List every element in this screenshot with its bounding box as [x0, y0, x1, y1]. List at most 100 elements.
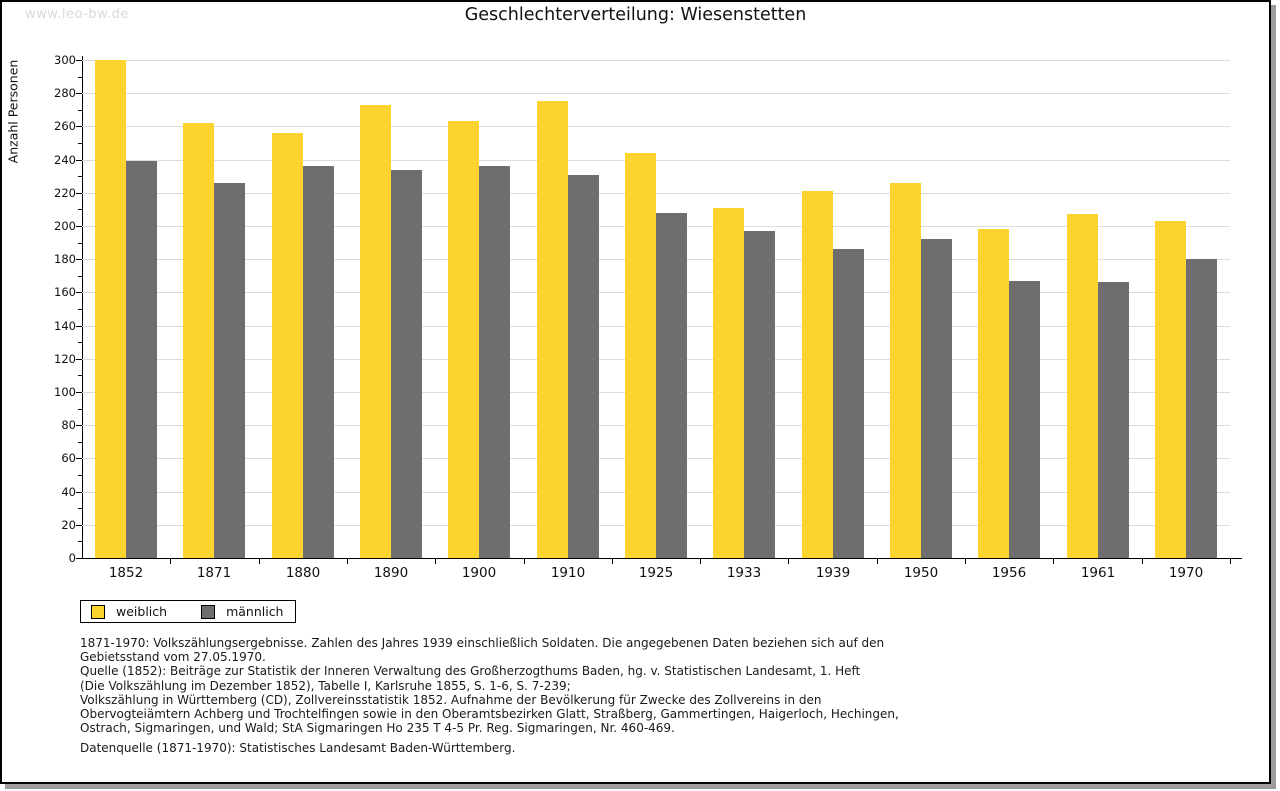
- bar-männlich: [656, 213, 687, 558]
- data-source-line: Datenquelle (1871-1970): Statistisches L…: [80, 741, 516, 755]
- watermark: www.leo-bw.de: [25, 7, 129, 22]
- y-tick-label: 240: [54, 152, 76, 167]
- footer-note-line: Quelle (1852): Beiträge zur Statistik de…: [80, 664, 861, 679]
- x-axis-tick: [170, 559, 171, 564]
- x-axis-tick: [1142, 559, 1143, 564]
- y-tick-label: 100: [54, 385, 76, 399]
- y-axis-tick: [76, 358, 82, 360]
- y-axis-tick: [76, 558, 82, 559]
- bar-männlich: [479, 166, 510, 558]
- y-axis-tick: [78, 408, 82, 410]
- bar-männlich: [921, 239, 952, 558]
- chart-title: Geschlechterverteilung: Wiesenstetten: [464, 5, 807, 25]
- bar-männlich: [126, 161, 157, 558]
- x-axis-tick: [965, 559, 966, 564]
- x-axis-tick: [524, 559, 525, 564]
- footer-note-line: Ostrach, Sigmaringen, und Wald; StA Sigm…: [80, 721, 675, 736]
- bar-männlich: [833, 249, 864, 558]
- y-axis-tick: [76, 425, 82, 427]
- footer-note-line: 1871-1970: Volkszählungsergebnisse. Zahl…: [80, 636, 885, 650]
- footer-note-line: (Die Volkszählung im Dezember 1852), Tab…: [80, 678, 571, 693]
- footer-notes: 1871-1970: Volkszählungsergebnisse. Zahl…: [80, 636, 899, 735]
- y-tick-label: 280: [54, 86, 76, 101]
- legend-label: weiblich: [116, 604, 168, 619]
- x-tick-label: 1933: [726, 565, 762, 581]
- x-tick-label: 1961: [1080, 565, 1116, 581]
- x-axis-tick: [435, 559, 436, 564]
- x-tick-label: 1890: [373, 565, 409, 581]
- x-axis-tick: [788, 559, 789, 564]
- x-tick-label: 1939: [815, 565, 851, 581]
- footer-note-line: Obervogteiämtern Achberg und Trochtelfin…: [80, 707, 899, 722]
- x-tick-label: 1956: [991, 565, 1027, 581]
- x-tick-label: 1900: [461, 565, 497, 581]
- legend-label: männlich: [226, 604, 284, 619]
- y-axis-tick: [78, 475, 82, 476]
- y-axis-tick: [78, 375, 82, 377]
- y-axis-tick: [76, 192, 82, 194]
- y-axis-tick: [76, 226, 82, 227]
- y-tick-label: 300: [54, 53, 76, 67]
- x-axis-tick: [612, 559, 613, 564]
- x-tick-label: 1970: [1168, 565, 1204, 581]
- y-axis-tick: [76, 259, 82, 261]
- y-tick-label: 40: [61, 484, 76, 499]
- bar-weiblich: [890, 183, 921, 558]
- x-axis-tick: [1230, 559, 1231, 564]
- y-axis-tick: [76, 325, 82, 327]
- y-axis-tick: [76, 60, 82, 61]
- legend-item-männlich: männlich: [201, 604, 283, 619]
- y-axis-tick: [78, 309, 82, 310]
- y-axis-tick: [76, 491, 82, 493]
- bar-männlich: [744, 231, 775, 558]
- x-tick-label: 1852: [108, 565, 144, 581]
- y-axis-tick: [78, 242, 82, 244]
- bar-weiblich: [713, 208, 744, 558]
- y-axis-tick: [78, 76, 82, 78]
- y-tick-label: 140: [54, 318, 76, 333]
- legend-item-weiblich: weiblich: [91, 604, 167, 619]
- y-axis-tick: [78, 109, 82, 111]
- y-axis-tick: [76, 292, 82, 294]
- y-axis-tick: [78, 541, 82, 543]
- y-axis-tick: [76, 93, 82, 95]
- x-tick-label: 1871: [196, 565, 232, 581]
- bar-männlich: [303, 166, 334, 558]
- y-axis-line: [82, 56, 83, 558]
- y-axis-title: Anzahl Personen: [5, 59, 21, 164]
- bar-weiblich: [625, 153, 656, 558]
- y-gridline: [82, 93, 1230, 95]
- x-axis-tick: [1053, 559, 1054, 564]
- legend: weiblich männlich: [80, 600, 297, 623]
- y-axis-tick: [76, 392, 82, 393]
- bar-weiblich: [537, 101, 568, 558]
- y-tick-label: 260: [54, 119, 76, 134]
- y-axis-tick: [76, 458, 82, 460]
- bar-weiblich: [802, 191, 833, 558]
- bar-weiblich: [360, 105, 391, 558]
- y-axis-tick: [76, 524, 82, 526]
- x-tick-label: 1880: [285, 565, 321, 581]
- x-tick-label: 1910: [550, 565, 586, 581]
- bar-weiblich: [95, 60, 126, 558]
- legend-swatch-weiblich: [91, 604, 105, 619]
- x-axis-tick: [877, 559, 878, 564]
- bar-männlich: [1186, 259, 1217, 558]
- bar-weiblich: [1155, 221, 1186, 558]
- bar-männlich: [214, 183, 245, 558]
- y-axis-tick: [76, 159, 82, 161]
- x-axis-tick: [700, 559, 701, 564]
- legend-swatch-männlich: [201, 604, 216, 619]
- y-axis-tick: [78, 143, 82, 144]
- y-tick-label: 80: [61, 418, 76, 433]
- x-tick-label: 1925: [638, 565, 674, 581]
- plot-area: [82, 60, 1230, 558]
- bar-weiblich: [1067, 214, 1098, 558]
- bar-weiblich: [272, 133, 303, 558]
- y-axis-tick: [78, 275, 82, 277]
- y-tick-label: 180: [54, 252, 76, 267]
- bar-männlich: [1009, 281, 1040, 558]
- y-tick-label: 60: [61, 451, 76, 466]
- bar-männlich: [568, 175, 599, 558]
